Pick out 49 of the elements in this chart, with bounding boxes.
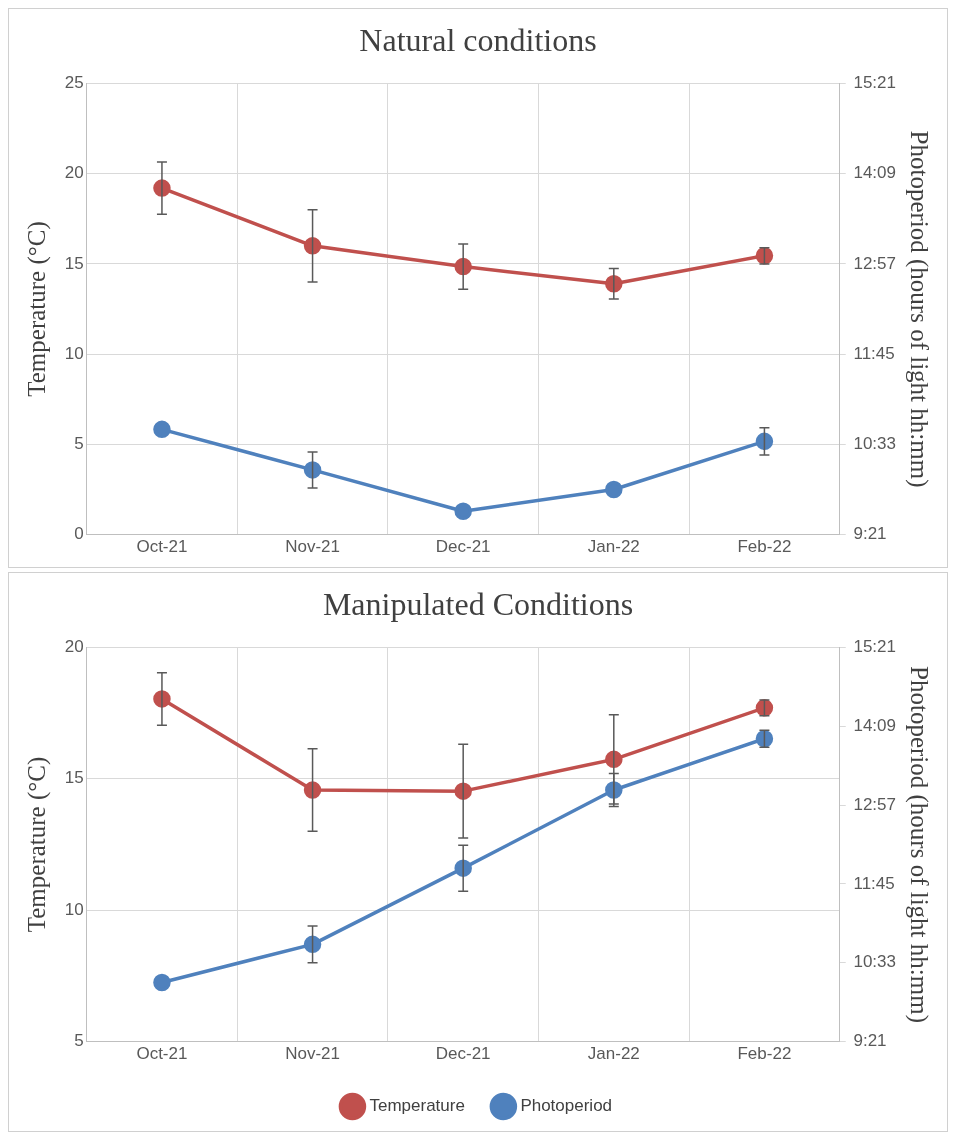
y2-tick-label: 12:57 xyxy=(848,794,896,814)
y-tick-label: 10 xyxy=(59,899,84,919)
legend-label: Temperature xyxy=(369,1096,465,1116)
x-tick-label: Dec-21 xyxy=(435,537,491,557)
x-tick-label: Nov-21 xyxy=(285,1044,340,1064)
point xyxy=(755,432,774,451)
x-tick-label: Dec-21 xyxy=(435,1044,491,1064)
y2-tick-label: 14:09 xyxy=(848,163,896,183)
y-tick-label: 10 xyxy=(59,343,84,363)
y-axis-title: Temperature (°C) xyxy=(22,221,51,397)
x-tick-label: Feb-22 xyxy=(737,1044,792,1064)
y-tick-label: 15 xyxy=(59,768,84,788)
y-tick-label: 25 xyxy=(59,73,84,93)
point xyxy=(303,461,322,479)
y2-tick-label: 10:33 xyxy=(848,952,896,972)
y-tick-label: 15 xyxy=(59,253,84,273)
point xyxy=(454,502,472,521)
y-tick-label: 0 xyxy=(69,524,84,544)
legend-label: Photoperiod xyxy=(520,1096,613,1116)
chart-title: Natural conditions xyxy=(359,21,597,58)
y2-axis-title: Photoperiod (hours of light hh:mm) xyxy=(905,130,934,488)
point xyxy=(303,935,322,954)
point xyxy=(605,480,623,499)
y-tick-label: 20 xyxy=(59,637,84,657)
x-tick-label: Feb-22 xyxy=(737,537,792,557)
y2-tick-label: 11:45 xyxy=(848,343,895,363)
y-tick-label: 5 xyxy=(69,1031,84,1051)
x-tick-label: Nov-21 xyxy=(285,537,340,557)
y2-tick-label: 15:21 xyxy=(848,73,896,93)
y-tick-label: 5 xyxy=(69,434,84,454)
point xyxy=(303,237,322,255)
point xyxy=(153,420,171,439)
y2-tick-label: 11:45 xyxy=(848,873,895,893)
y-axis-title: Temperature (°C) xyxy=(22,756,51,933)
x-tick-label: Oct-21 xyxy=(136,537,188,557)
y2-axis-title: Photoperiod (hours of light hh:mm) xyxy=(905,666,934,1023)
y2-tick-label: 15:21 xyxy=(848,637,896,657)
point xyxy=(153,973,171,992)
x-tick-label: Oct-21 xyxy=(136,1044,188,1064)
y2-tick-label: 12:57 xyxy=(848,253,896,273)
chart-title: Manipulated Conditions xyxy=(322,585,634,622)
x-tick-label: Jan-22 xyxy=(587,1044,640,1064)
y2-tick-label: 9:21 xyxy=(848,524,887,544)
y2-tick-label: 10:33 xyxy=(848,434,896,454)
y2-tick-label: 9:21 xyxy=(848,1031,887,1051)
x-tick-label: Jan-22 xyxy=(587,537,640,557)
y2-tick-label: 14:09 xyxy=(848,715,896,735)
y-tick-label: 20 xyxy=(59,163,84,183)
point xyxy=(303,781,322,799)
